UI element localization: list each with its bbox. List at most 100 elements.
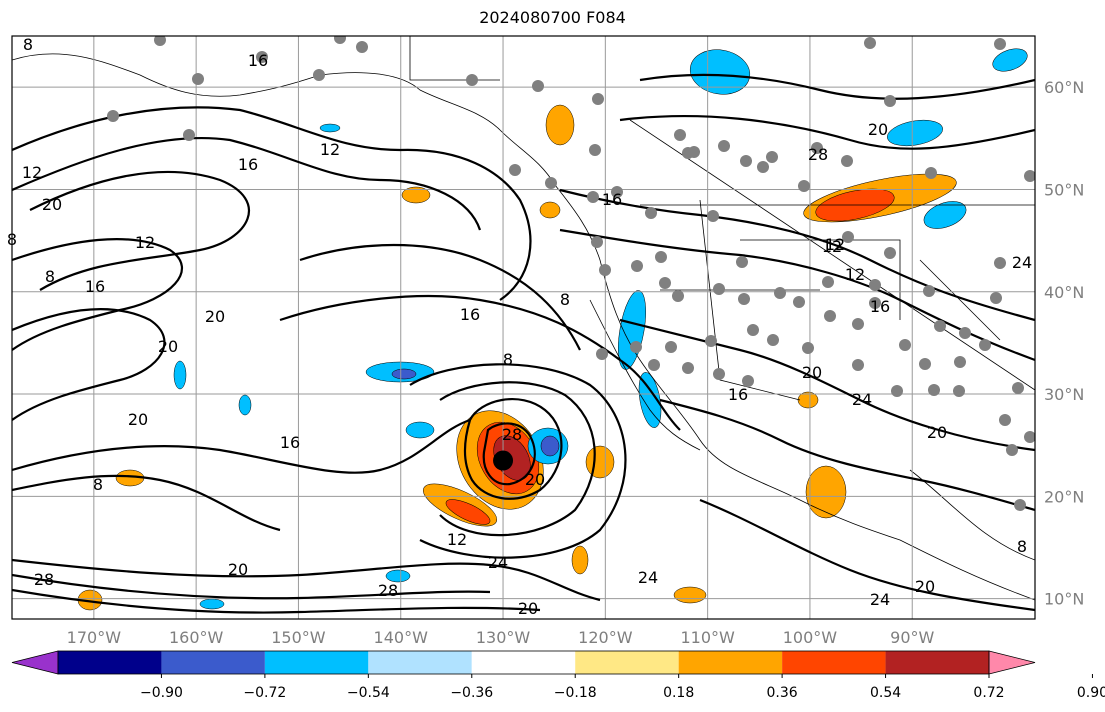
lon-tick-label: 170°W — [67, 628, 122, 647]
colorbar-tick-label: 0.90 — [1077, 685, 1105, 701]
station-dot — [736, 256, 748, 268]
contour-label: 20 — [518, 599, 538, 618]
colorbar-segment — [575, 651, 679, 674]
lon-tick-label: 150°W — [271, 628, 326, 647]
station-dot — [738, 293, 750, 305]
contour-label: 8 — [503, 350, 513, 369]
shading-patch — [405, 421, 435, 439]
station-dot — [713, 368, 725, 380]
station-dot — [466, 74, 478, 86]
station-dot — [713, 283, 725, 295]
contour-line — [659, 398, 1035, 512]
contour-label: 20 — [158, 337, 178, 356]
station-dot — [256, 51, 268, 63]
station-dot — [979, 339, 991, 351]
map-title: 2024080700 F084 — [479, 8, 626, 27]
gridlines — [12, 36, 1035, 619]
station-dot — [841, 155, 853, 167]
shading-patch — [805, 465, 847, 519]
station-dot — [811, 142, 823, 154]
station-dot — [509, 164, 521, 176]
station-dot — [959, 327, 971, 339]
contour-line — [619, 318, 1035, 452]
station-dot — [767, 334, 779, 346]
shading-patch — [673, 586, 707, 604]
contour-label: 24 — [1012, 253, 1032, 272]
contour-label: 24 — [638, 568, 658, 587]
colorbar-tick-label: −0.18 — [554, 685, 597, 701]
coastline — [629, 119, 1035, 391]
colorbar-segment — [264, 651, 369, 674]
contour-label: 28 — [502, 425, 522, 444]
map-frame — [11, 35, 1036, 620]
coastline — [699, 199, 801, 401]
shading-patch — [638, 372, 662, 428]
contour-line — [409, 363, 627, 559]
contour-line — [619, 114, 1035, 150]
lat-tick-label: 20°N — [1044, 487, 1084, 506]
station-dot — [705, 335, 717, 347]
station-dot — [589, 144, 601, 156]
colorbar-segment — [782, 651, 886, 674]
station-dot — [631, 260, 643, 272]
station-dot — [793, 296, 805, 308]
lat-tick-label: 10°N — [1044, 590, 1084, 609]
shading-patch — [539, 201, 561, 219]
station-dot — [928, 384, 940, 396]
shading-patch — [238, 394, 252, 416]
station-dot — [587, 191, 599, 203]
station-dot — [592, 93, 604, 105]
colorbar-min-extend — [11, 650, 59, 675]
station-dot — [822, 276, 834, 288]
coastline — [919, 259, 1001, 341]
contour-label: 20 — [927, 423, 947, 442]
station-dot — [934, 320, 946, 332]
contour-line — [12, 307, 166, 421]
lon-tick-label: 110°W — [680, 628, 735, 647]
colorbar-max-extend — [988, 650, 1036, 675]
lon-tick-label: 140°W — [374, 628, 429, 647]
station-dot — [852, 318, 864, 330]
contour-label: 12 — [320, 140, 340, 159]
station-dots — [107, 36, 1035, 511]
station-dot — [659, 277, 671, 289]
contour-line — [559, 228, 1035, 362]
station-dot — [842, 231, 854, 243]
station-dot — [990, 292, 1002, 304]
station-dot — [869, 297, 881, 309]
station-dot — [630, 341, 642, 353]
station-dot — [596, 348, 608, 360]
station-dot — [674, 129, 686, 141]
shading-patch — [199, 598, 225, 610]
contour-label: 16 — [238, 155, 258, 174]
contour-line — [482, 422, 536, 486]
station-dot — [798, 180, 810, 192]
contour-label: 20 — [205, 307, 225, 326]
contour-line — [699, 498, 1035, 612]
shading-patch — [545, 104, 575, 146]
shading-patch — [540, 435, 560, 457]
station-dot — [599, 264, 611, 276]
contour-label: 8 — [7, 230, 17, 249]
colorbar-tick-label: 0.36 — [767, 685, 798, 701]
station-dot — [1006, 444, 1018, 456]
contour-label: 16 — [870, 297, 890, 316]
colorbar-segment — [161, 651, 265, 674]
station-dot — [869, 279, 881, 291]
shading-patch — [385, 569, 411, 583]
contour-label: 16 — [602, 190, 622, 209]
storm-center-dot — [493, 450, 514, 471]
station-dot — [802, 342, 814, 354]
lat-tick-label: 60°N — [1044, 78, 1084, 97]
station-dot — [919, 358, 931, 370]
shading-patch — [173, 360, 187, 390]
colorbar-tick-label: −0.90 — [140, 685, 183, 701]
shading-patch — [391, 368, 417, 380]
shading-patch — [923, 201, 967, 229]
station-dot — [994, 38, 1006, 50]
contour-line — [639, 73, 1035, 100]
longitude-axis: 170°W 160°W 150°W 140°W 130°W 120°W 110°W 100°W… — [67, 628, 935, 647]
height-contours — [12, 73, 1035, 614]
contour-line — [12, 106, 532, 301]
shading-patch — [571, 545, 589, 575]
